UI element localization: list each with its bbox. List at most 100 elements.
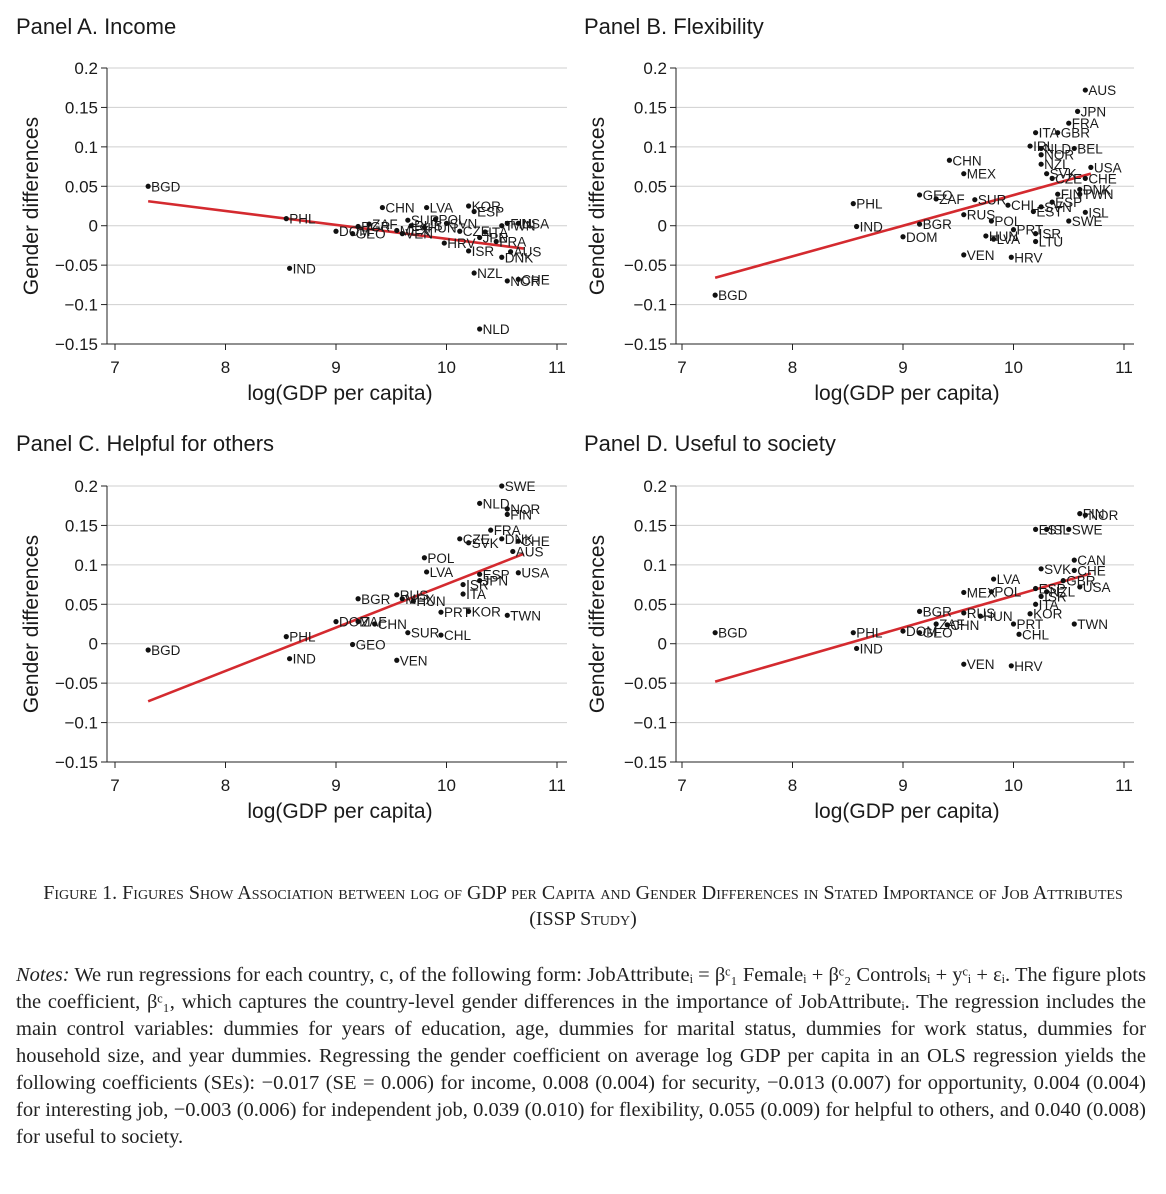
data-point: [1074, 108, 1081, 114]
data-point: [961, 212, 967, 218]
point-label: ISL: [1088, 205, 1109, 220]
point-label: BGD: [151, 643, 181, 658]
fit-line: [147, 552, 525, 703]
data-point: [499, 536, 505, 542]
data-point: [145, 647, 151, 653]
y-tick-label: −0.1: [633, 714, 667, 733]
data-point: [515, 538, 521, 544]
point-label: FIN: [1083, 507, 1105, 522]
point-label: KOR: [1033, 607, 1063, 622]
data-point: [900, 628, 906, 634]
point-label: NLD: [483, 322, 510, 337]
x-tick-label: 7: [110, 358, 119, 377]
data-point: [405, 217, 411, 223]
data-point: [283, 216, 289, 222]
point-label: NOR: [1044, 148, 1074, 163]
notes-text: We run regressions for each country, c, …: [16, 964, 1146, 1148]
point-label: ESP: [483, 567, 510, 582]
data-point: [1008, 663, 1014, 669]
point-label: HRV: [1014, 659, 1042, 674]
data-point: [1071, 567, 1077, 573]
data-point: [1055, 191, 1061, 197]
data-point: [1033, 585, 1039, 592]
y-tick-label: 0.1: [643, 138, 667, 157]
x-tick-label: 7: [110, 776, 119, 795]
point-label: JPN: [483, 231, 509, 246]
point-label: IND: [293, 261, 317, 276]
x-tick-label: 10: [437, 358, 456, 377]
point-label: PRT: [1017, 617, 1044, 632]
point-label: HUN: [989, 229, 1018, 244]
point-label: POL: [427, 551, 455, 566]
point-label: FIN: [510, 216, 532, 231]
data-point: [1016, 631, 1022, 637]
panel-title: Panel D. Useful to society: [584, 431, 836, 456]
y-tick-label: 0.15: [634, 98, 667, 117]
point-label: CHN: [378, 617, 407, 632]
y-tick-label: −0.1: [633, 296, 667, 315]
fit-line: [147, 199, 525, 250]
data-point: [712, 630, 718, 636]
y-tick-label: −0.15: [624, 335, 667, 354]
point-label: NLD: [1044, 141, 1071, 156]
y-tick-label: −0.15: [624, 753, 667, 772]
point-label: CHE: [521, 534, 550, 549]
data-point: [972, 197, 978, 203]
data-point: [1077, 584, 1083, 590]
point-label: CZE: [463, 224, 490, 239]
y-tick-label: −0.05: [624, 674, 667, 693]
point-label: CZE: [463, 532, 490, 547]
point-label: FIN: [510, 507, 532, 522]
point-label: VEN: [405, 227, 433, 242]
point-label: ITA: [1039, 126, 1059, 141]
point-label: LVA: [997, 232, 1021, 247]
data-point: [394, 592, 400, 598]
point-label: RUS: [414, 219, 443, 234]
figure-label: Figure 1.: [43, 882, 118, 904]
point-label: ISR: [1044, 589, 1067, 604]
data-point: [1027, 611, 1033, 617]
data-point: [1066, 120, 1072, 126]
point-label: IRL: [1033, 139, 1055, 154]
point-label: FRA: [499, 234, 526, 249]
data-point: [991, 236, 997, 242]
x-tick-label: 9: [898, 358, 907, 377]
figure-caption-text: Figures Show Association between log of …: [122, 882, 1123, 930]
point-label: PRT: [444, 605, 471, 620]
y-tick-label: 0.2: [643, 59, 667, 78]
data-point: [916, 192, 923, 198]
data-point: [504, 278, 510, 284]
point-label: SUR: [978, 193, 1007, 208]
data-point: [1055, 130, 1061, 136]
data-point: [438, 632, 444, 638]
point-label: IND: [860, 641, 884, 656]
point-label: BGR: [923, 604, 953, 619]
point-label: DNK: [505, 250, 534, 265]
data-point: [1033, 238, 1039, 245]
point-label: CHL: [444, 628, 471, 643]
data-point: [853, 645, 860, 652]
point-label: RUS: [400, 588, 429, 603]
point-label: CHL: [1022, 627, 1049, 642]
x-tick-label: 10: [1004, 776, 1023, 795]
point-label: NZL: [477, 266, 503, 281]
point-label: ITA: [488, 225, 508, 240]
data-point: [1082, 175, 1088, 181]
data-point: [961, 252, 967, 258]
y-tick-label: 0.1: [74, 556, 98, 575]
point-label: BGR: [361, 592, 391, 607]
data-point: [499, 483, 505, 489]
data-point: [466, 248, 472, 254]
point-label: IND: [860, 220, 884, 235]
point-label: PHL: [856, 626, 883, 641]
point-label: ITA: [1039, 597, 1059, 612]
point-label: KOR: [472, 604, 502, 619]
data-point: [504, 612, 510, 618]
point-label: PHL: [289, 630, 316, 645]
y-tick-label: 0.15: [634, 516, 667, 535]
point-label: ISR: [472, 244, 495, 259]
y-tick-label: 0.05: [65, 177, 98, 196]
data-point: [457, 536, 463, 542]
point-label: SWE: [1072, 214, 1103, 229]
x-tick-label: 9: [898, 776, 907, 795]
